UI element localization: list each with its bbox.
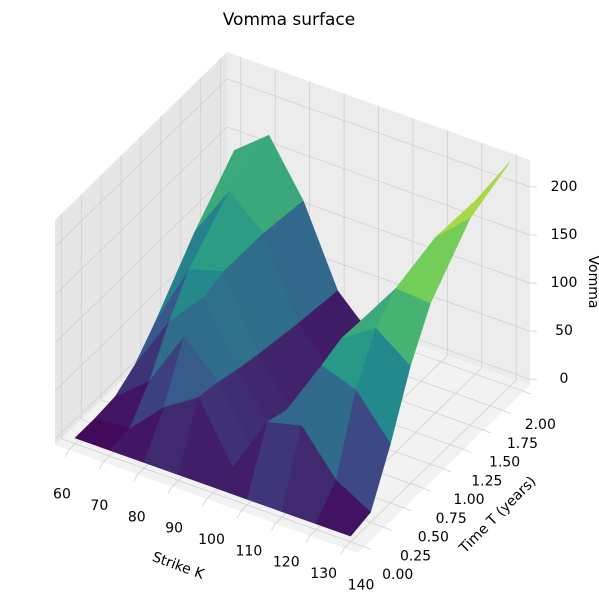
- tick-labels: 60 70 80 90 100 110 120 130 140 0.00 0.25 0.50 0.75 1…: [53, 179, 577, 594]
- tick-mark: [202, 498, 207, 507]
- x-tick-label: 90: [165, 521, 183, 537]
- chart-title: Vomma surface: [223, 10, 355, 30]
- tick-mark: [523, 390, 531, 395]
- y-tick-label: 0.25: [400, 548, 431, 564]
- tick-mark: [271, 523, 276, 531]
- z-axis-label: Vomma: [585, 256, 599, 309]
- y-tick-label: 0.75: [436, 511, 467, 527]
- surface: [74, 135, 511, 537]
- tick-mark: [404, 507, 412, 512]
- z-tick-label: 50: [555, 323, 573, 339]
- x-tick-label: 120: [273, 555, 300, 571]
- grid-line: [61, 438, 365, 548]
- x-tick-label: 70: [90, 498, 108, 514]
- tick-mark: [384, 526, 392, 531]
- tick-mark: [503, 410, 511, 415]
- tick-mark: [364, 546, 372, 551]
- y-tick-label: 1.50: [489, 455, 520, 471]
- grid-line: [54, 78, 228, 248]
- grid-line: [54, 174, 228, 344]
- x-tick-label: 80: [128, 509, 146, 525]
- tick-mark: [98, 461, 104, 470]
- tick-mark: [463, 449, 472, 453]
- tick-mark: [339, 547, 345, 556]
- z-tick-label: 150: [551, 227, 578, 243]
- x-tick-label: 60: [53, 487, 71, 503]
- y-tick-label: 0.00: [382, 567, 413, 583]
- grid-line: [54, 126, 228, 296]
- z-tick-label: 0: [560, 371, 569, 387]
- x-tick-label: 110: [236, 543, 263, 559]
- surface-patch: [315, 480, 371, 537]
- tick-mark: [167, 486, 173, 494]
- y-tick-label: 0.50: [418, 530, 449, 546]
- tick-mark: [236, 511, 242, 519]
- x-tick-label: 130: [310, 566, 337, 582]
- y-tick-label: 1.25: [471, 473, 502, 489]
- grid-line: [226, 78, 531, 188]
- x-tick-label: 100: [198, 532, 225, 548]
- tick-mark: [133, 474, 138, 482]
- x-tick-label: 140: [348, 577, 375, 593]
- z-tick-label: 200: [551, 179, 578, 195]
- x-axis-label: Strike K: [150, 549, 207, 583]
- grid-line: [226, 126, 531, 236]
- y-tick-label: 1.00: [453, 492, 484, 508]
- tick-mark: [64, 449, 70, 458]
- tick-mark: [443, 468, 452, 473]
- z-tick-label: 100: [551, 275, 578, 291]
- tick-mark: [423, 488, 432, 492]
- tick-mark: [483, 429, 491, 434]
- y-tick-label: 2.00: [525, 417, 556, 433]
- y-tick-label: 1.75: [507, 436, 538, 452]
- tick-mark: [305, 535, 311, 544]
